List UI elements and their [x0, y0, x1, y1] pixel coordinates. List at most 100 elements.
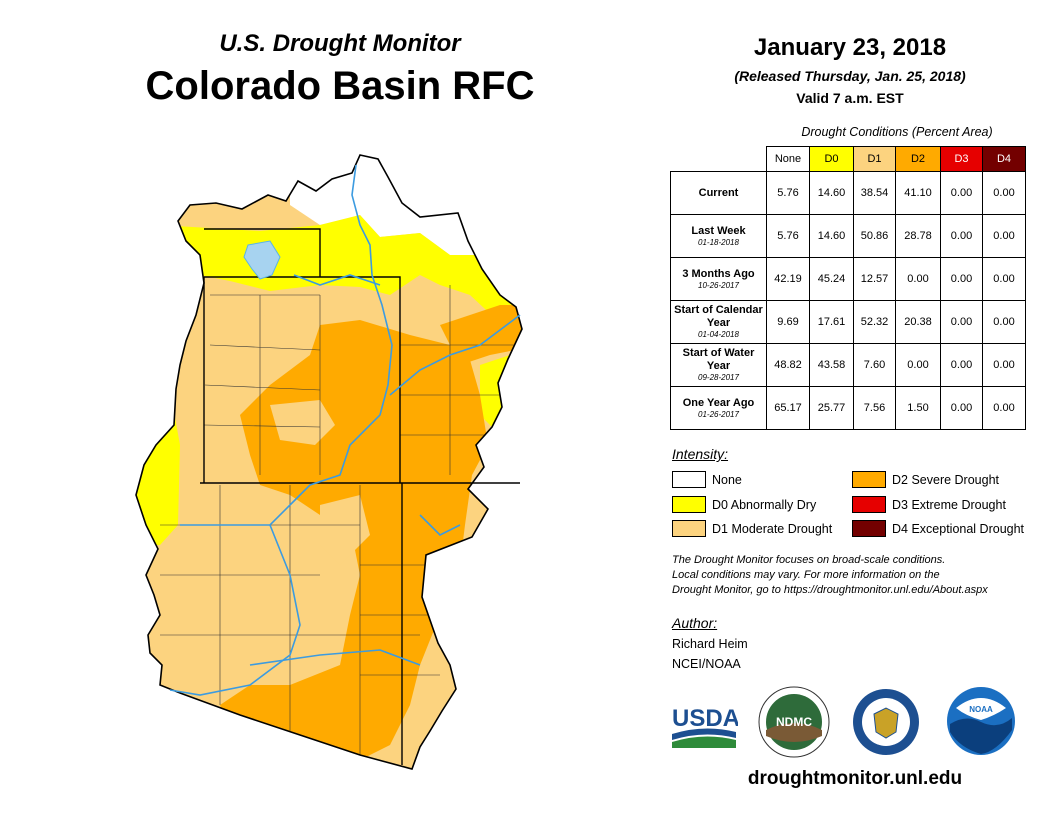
table-cell: 20.38	[895, 300, 941, 344]
table-row: Last Week 01-18-2018 5.76 14.60 50.86 28.…	[670, 214, 1026, 258]
map-date: January 23, 2018	[753, 34, 947, 61]
table-cell: 0.00	[895, 343, 941, 387]
table-cell: 1.50	[895, 386, 941, 430]
noaa-logo: NOAA	[947, 687, 1015, 755]
ndmc-logo-land	[766, 723, 822, 742]
col-header-d0: D0	[809, 146, 854, 172]
row-label-text: One Year Ago	[682, 396, 755, 409]
noaa-logo-text: NOAA	[969, 705, 993, 714]
table-cell: 0.00	[940, 257, 983, 301]
row-label: One Year Ago 01-26-2017	[670, 386, 767, 430]
row-label: 3 Months Ago 10-26-2017	[670, 257, 767, 301]
legend-swatch	[852, 471, 886, 488]
table-cell: 0.00	[940, 171, 983, 215]
d1-pocket	[270, 400, 335, 445]
table-row: Current 5.76 14.60 38.54 41.10 0.00 0.00	[670, 171, 1026, 215]
table-cell: 0.00	[982, 343, 1026, 387]
gila-river	[249, 649, 421, 666]
table-cell: 14.60	[809, 214, 854, 258]
usda-logo-text: USDA	[672, 705, 738, 732]
table-cell: 0.00	[982, 214, 1026, 258]
legend-item-d2: D2 Severe Drought	[852, 471, 999, 488]
table-cell: 0.00	[940, 386, 983, 430]
commerce-seal-logo	[853, 689, 919, 755]
legend-label: D2 Severe Drought	[892, 472, 1000, 487]
legend-label: D4 Exceptional Drought	[892, 521, 1025, 536]
row-label-text: Start of Water Year	[682, 347, 755, 372]
drought-map	[135, 154, 523, 770]
table-cell: 0.00	[940, 343, 983, 387]
legend-label: D3 Extreme Drought	[892, 497, 1006, 512]
table-cell: 50.86	[853, 214, 896, 258]
row-label: Current	[670, 171, 767, 215]
noaa-logo-wave	[950, 718, 1012, 754]
row-label: Last Week 01-18-2018	[670, 214, 767, 258]
row-label-text: 3 Months Ago	[682, 267, 755, 280]
table-cell: 0.00	[895, 257, 941, 301]
basin-outline	[135, 154, 523, 770]
legend-item-d4: D4 Exceptional Drought	[852, 520, 1024, 537]
col-header-none: None	[766, 146, 810, 172]
table-cell: 45.24	[809, 257, 854, 301]
row-date: 01-04-2018	[698, 330, 739, 339]
author-title: Author:	[672, 615, 718, 631]
legend-item-d0: D0 Abnormally Dry	[672, 496, 816, 513]
map-title-region: Colorado Basin RFC	[145, 64, 535, 108]
row-date: 01-18-2018	[698, 237, 739, 247]
legend-title: Intensity:	[672, 446, 729, 462]
table-cell: 17.61	[809, 300, 854, 344]
table-cell: 42.19	[766, 257, 810, 301]
table-row: 3 Months Ago 10-26-2017 42.19 45.24 12.57…	[670, 257, 1026, 301]
table-cell: 0.00	[982, 300, 1026, 344]
table-cell: 43.58	[809, 343, 854, 387]
col-header-d4: D4	[982, 146, 1026, 172]
author-org: NCEI/NOAA	[672, 657, 741, 671]
col-header-d3: D3	[940, 146, 983, 172]
note-line: Drought Monitor, go to https://droughtmo…	[672, 584, 988, 596]
ndmc-logo-text: NDMC	[776, 715, 812, 729]
ndmc-logo: NDMC	[758, 686, 830, 758]
table-cell: 48.82	[766, 343, 810, 387]
table-cell: 9.69	[766, 300, 810, 344]
rivers	[169, 164, 521, 696]
footer-url[interactable]: droughtmonitor.unl.edu	[747, 768, 963, 789]
col-header-d1: D1	[853, 146, 896, 172]
legend-swatch	[672, 496, 706, 513]
drought-categories	[136, 155, 522, 769]
table-row: One Year Ago 01-26-2017 65.17 25.77 7.56 …	[670, 386, 1026, 430]
noaa-logo-bird	[956, 698, 1006, 720]
table-cell: 65.17	[766, 386, 810, 430]
drought-conditions-table: None D0 D1 D2 D3 D4 Current 5.76 14.60 3…	[670, 146, 1026, 430]
d1-pocket-2	[320, 495, 370, 565]
legend-label: D1 Moderate Drought	[712, 521, 833, 536]
row-label: Start of Calendar Year 01-04-2018	[670, 300, 767, 344]
table-cell: 41.10	[895, 171, 941, 215]
table-cell: 0.00	[982, 257, 1026, 301]
san-juan-tributary	[419, 514, 461, 536]
row-date: 01-26-2017	[698, 409, 739, 419]
legend-swatch	[672, 520, 706, 537]
table-cell: 0.00	[940, 300, 983, 344]
table-cell: 12.57	[853, 257, 896, 301]
row-label-text: Current	[698, 186, 739, 199]
table-cell: 0.00	[982, 171, 1026, 215]
table-cell: 5.76	[766, 171, 810, 215]
table-caption: Drought Conditions (Percent Area)	[801, 125, 993, 139]
colorado-river-lower	[169, 524, 301, 696]
map-title-line1: U.S. Drought Monitor	[219, 30, 461, 57]
row-date: 09-28-2017	[698, 373, 739, 382]
great-salt-lake	[243, 240, 281, 280]
legend-item-d1: D1 Moderate Drought	[672, 520, 832, 537]
table-cell: 7.56	[853, 386, 896, 430]
green-colorado-river	[180, 164, 393, 526]
table-header-row: None D0 D1 D2 D3 D4	[671, 146, 1026, 172]
d0-region-west	[136, 335, 180, 545]
table-cell: 28.78	[895, 214, 941, 258]
author-name: Richard Heim	[672, 637, 748, 651]
table-row: Start of Water Year 09-28-2017 48.82 43.5…	[670, 343, 1026, 387]
table-cell: 0.00	[982, 386, 1026, 430]
legend-swatch	[852, 520, 886, 537]
table-cell: 7.60	[853, 343, 896, 387]
table-header-corner	[671, 147, 767, 172]
legend-swatch	[852, 496, 886, 513]
